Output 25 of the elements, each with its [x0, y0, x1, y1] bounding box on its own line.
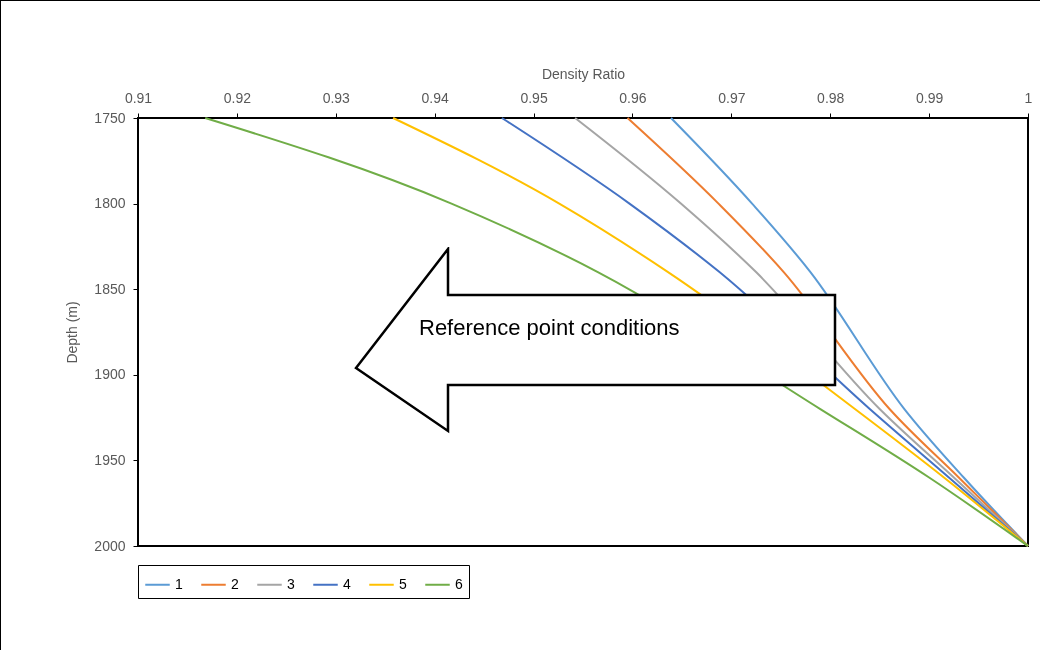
x-tick-label: 0.97: [718, 89, 746, 106]
y-tick-label: 1850: [94, 280, 126, 297]
x-tick-label: 0.91: [124, 89, 153, 106]
legend-label: 1: [175, 575, 183, 592]
x-tick-label: 0.99: [915, 89, 944, 106]
y-tick-label: 1750: [94, 109, 126, 126]
y-tick-label: 1900: [94, 366, 126, 383]
y-tick-label: 1950: [94, 451, 126, 468]
legend-label: 3: [287, 575, 295, 592]
y-tick-label: 1800: [94, 195, 126, 212]
x-tick-label: 0.95: [520, 89, 548, 106]
x-tick-label: 0.93: [322, 89, 351, 106]
x-tick-label: 0.92: [223, 89, 252, 106]
x-tick-label: 0.98: [817, 89, 845, 106]
legend-label: 5: [399, 575, 407, 592]
x-axis-title: Density Ratio: [541, 65, 626, 82]
legend-label: 6: [455, 575, 463, 592]
y-axis-title: Depth (m): [64, 301, 81, 364]
legend-label: 4: [343, 575, 351, 592]
x-tick-label: 0.94: [421, 89, 449, 106]
x-tick-label: 0.96: [619, 89, 647, 106]
x-tick-label: 1: [1024, 89, 1033, 106]
y-tick-label: 2000: [94, 537, 126, 554]
legend-label: 2: [231, 575, 239, 592]
annotation: Reference point conditions: [419, 315, 680, 341]
